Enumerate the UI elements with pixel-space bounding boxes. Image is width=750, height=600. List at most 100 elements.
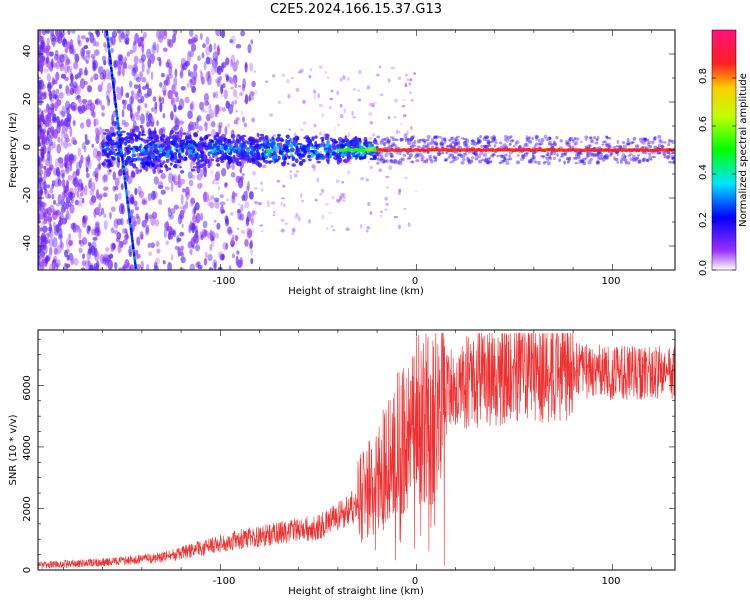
heatmap-cell [60,118,65,127]
heatmap-cell [146,121,151,128]
heatmap-cell [316,160,321,164]
heatmap-cell [129,196,135,204]
heatmap-cell [601,157,606,162]
heatmap-cell [86,249,91,261]
heatmap-cell [565,157,570,161]
heatmap-cell [460,153,463,158]
heatmap-cell [46,150,51,162]
heatmap-cell [323,147,328,150]
heatmap-cell [595,138,599,142]
heatmap-cell [74,186,78,195]
heatmap-cell [165,240,169,246]
heatmap-cell [206,133,212,137]
heatmap-cell [151,143,156,149]
heatmap-cell [439,141,444,146]
heatmap-cell [217,106,223,112]
heatmap-cell [303,136,306,140]
heatmap-cell [38,43,41,53]
heatmap-cell [142,31,147,39]
heatmap-cell [508,157,513,161]
heatmap-cell [591,139,595,144]
heatmap-cell [434,135,438,140]
heatmap-cell [637,159,642,164]
heatmap-cell [81,142,86,150]
heatmap-cell [189,220,193,228]
heatmap-cell [141,164,145,169]
heatmap-cell [171,141,176,146]
heatmap-cell [94,167,99,179]
heatmap-cell [47,144,52,155]
heatmap-cell [72,178,78,186]
heatmap-cell [316,177,320,183]
heatmap-cell [529,148,533,153]
heatmap-cell [505,161,510,166]
heatmap-cell [93,208,97,219]
heatmap-cell [48,238,54,248]
colorbar: 0.0 0.2 0.4 0.6 0.8 Normalized spectral … [698,29,749,276]
heatmap-cell [596,160,600,164]
heatmap-cell [336,159,341,165]
heatmap-cell [411,141,415,147]
heatmap-cell [259,136,263,141]
heatmap-cell [341,180,345,184]
heatmap-cell [545,138,549,141]
heatmap-cell [194,234,200,244]
heatmap-cell [629,157,634,162]
heatmap-cell [573,156,578,160]
heatmap-cell [77,84,81,96]
heatmap-cell [313,167,317,172]
heatmap-cell [288,128,291,131]
heatmap-cell [182,132,187,135]
heatmap-cell [121,109,125,118]
heatmap-cell [199,101,204,111]
heatmap-cell [105,246,110,253]
heatmap-cell [226,198,229,202]
heatmap-cell [204,92,209,103]
heatmap-cell [457,152,462,157]
heatmap-cell [192,160,196,165]
heatmap-cell [127,139,131,144]
heatmap-cell [549,143,554,146]
snr-xtick: 100 [601,576,620,587]
heatmap-cell [454,138,458,141]
heatmap-cell [523,152,528,157]
heatmap-cell [199,168,204,178]
heatmap-cell [327,159,330,165]
heatmap-cell [100,141,106,146]
heatmap-cell [472,148,476,152]
heatmap-cell [295,212,298,216]
heatmap-cell [235,121,239,127]
heatmap-cell [101,112,105,117]
heatmap-cell [41,137,46,145]
heatmap-cell [498,154,504,157]
heatmap-cell [330,89,334,93]
heatmap-cell [79,78,86,90]
heatmap-cell [127,189,131,196]
spectrogram-ytick: 0 [22,144,33,150]
heatmap-cell [141,150,147,154]
heatmap-cell [233,150,237,154]
heatmap-cell [367,201,371,206]
heatmap-cell [154,101,158,110]
heatmap-cell [547,161,551,166]
heatmap-cell [409,91,412,94]
heatmap-cell [385,175,390,179]
heatmap-cell [562,148,566,153]
heatmap-cell [426,142,431,145]
heatmap-cell [397,148,401,153]
heatmap-cell [484,145,488,149]
heatmap-cell [429,141,433,146]
heatmap-cell [51,183,55,189]
heatmap-cell [500,159,504,164]
heatmap-cell [360,176,365,181]
heatmap-cell [421,159,426,162]
heatmap-cell [238,144,243,147]
heatmap-cell [290,77,295,80]
heatmap-cell [671,140,675,145]
heatmap-cell [459,146,462,149]
heatmap-cell [489,160,493,164]
heatmap-cell [250,95,255,101]
heatmap-cell [247,158,251,163]
heatmap-cell [224,126,228,136]
heatmap-cell [547,142,553,146]
